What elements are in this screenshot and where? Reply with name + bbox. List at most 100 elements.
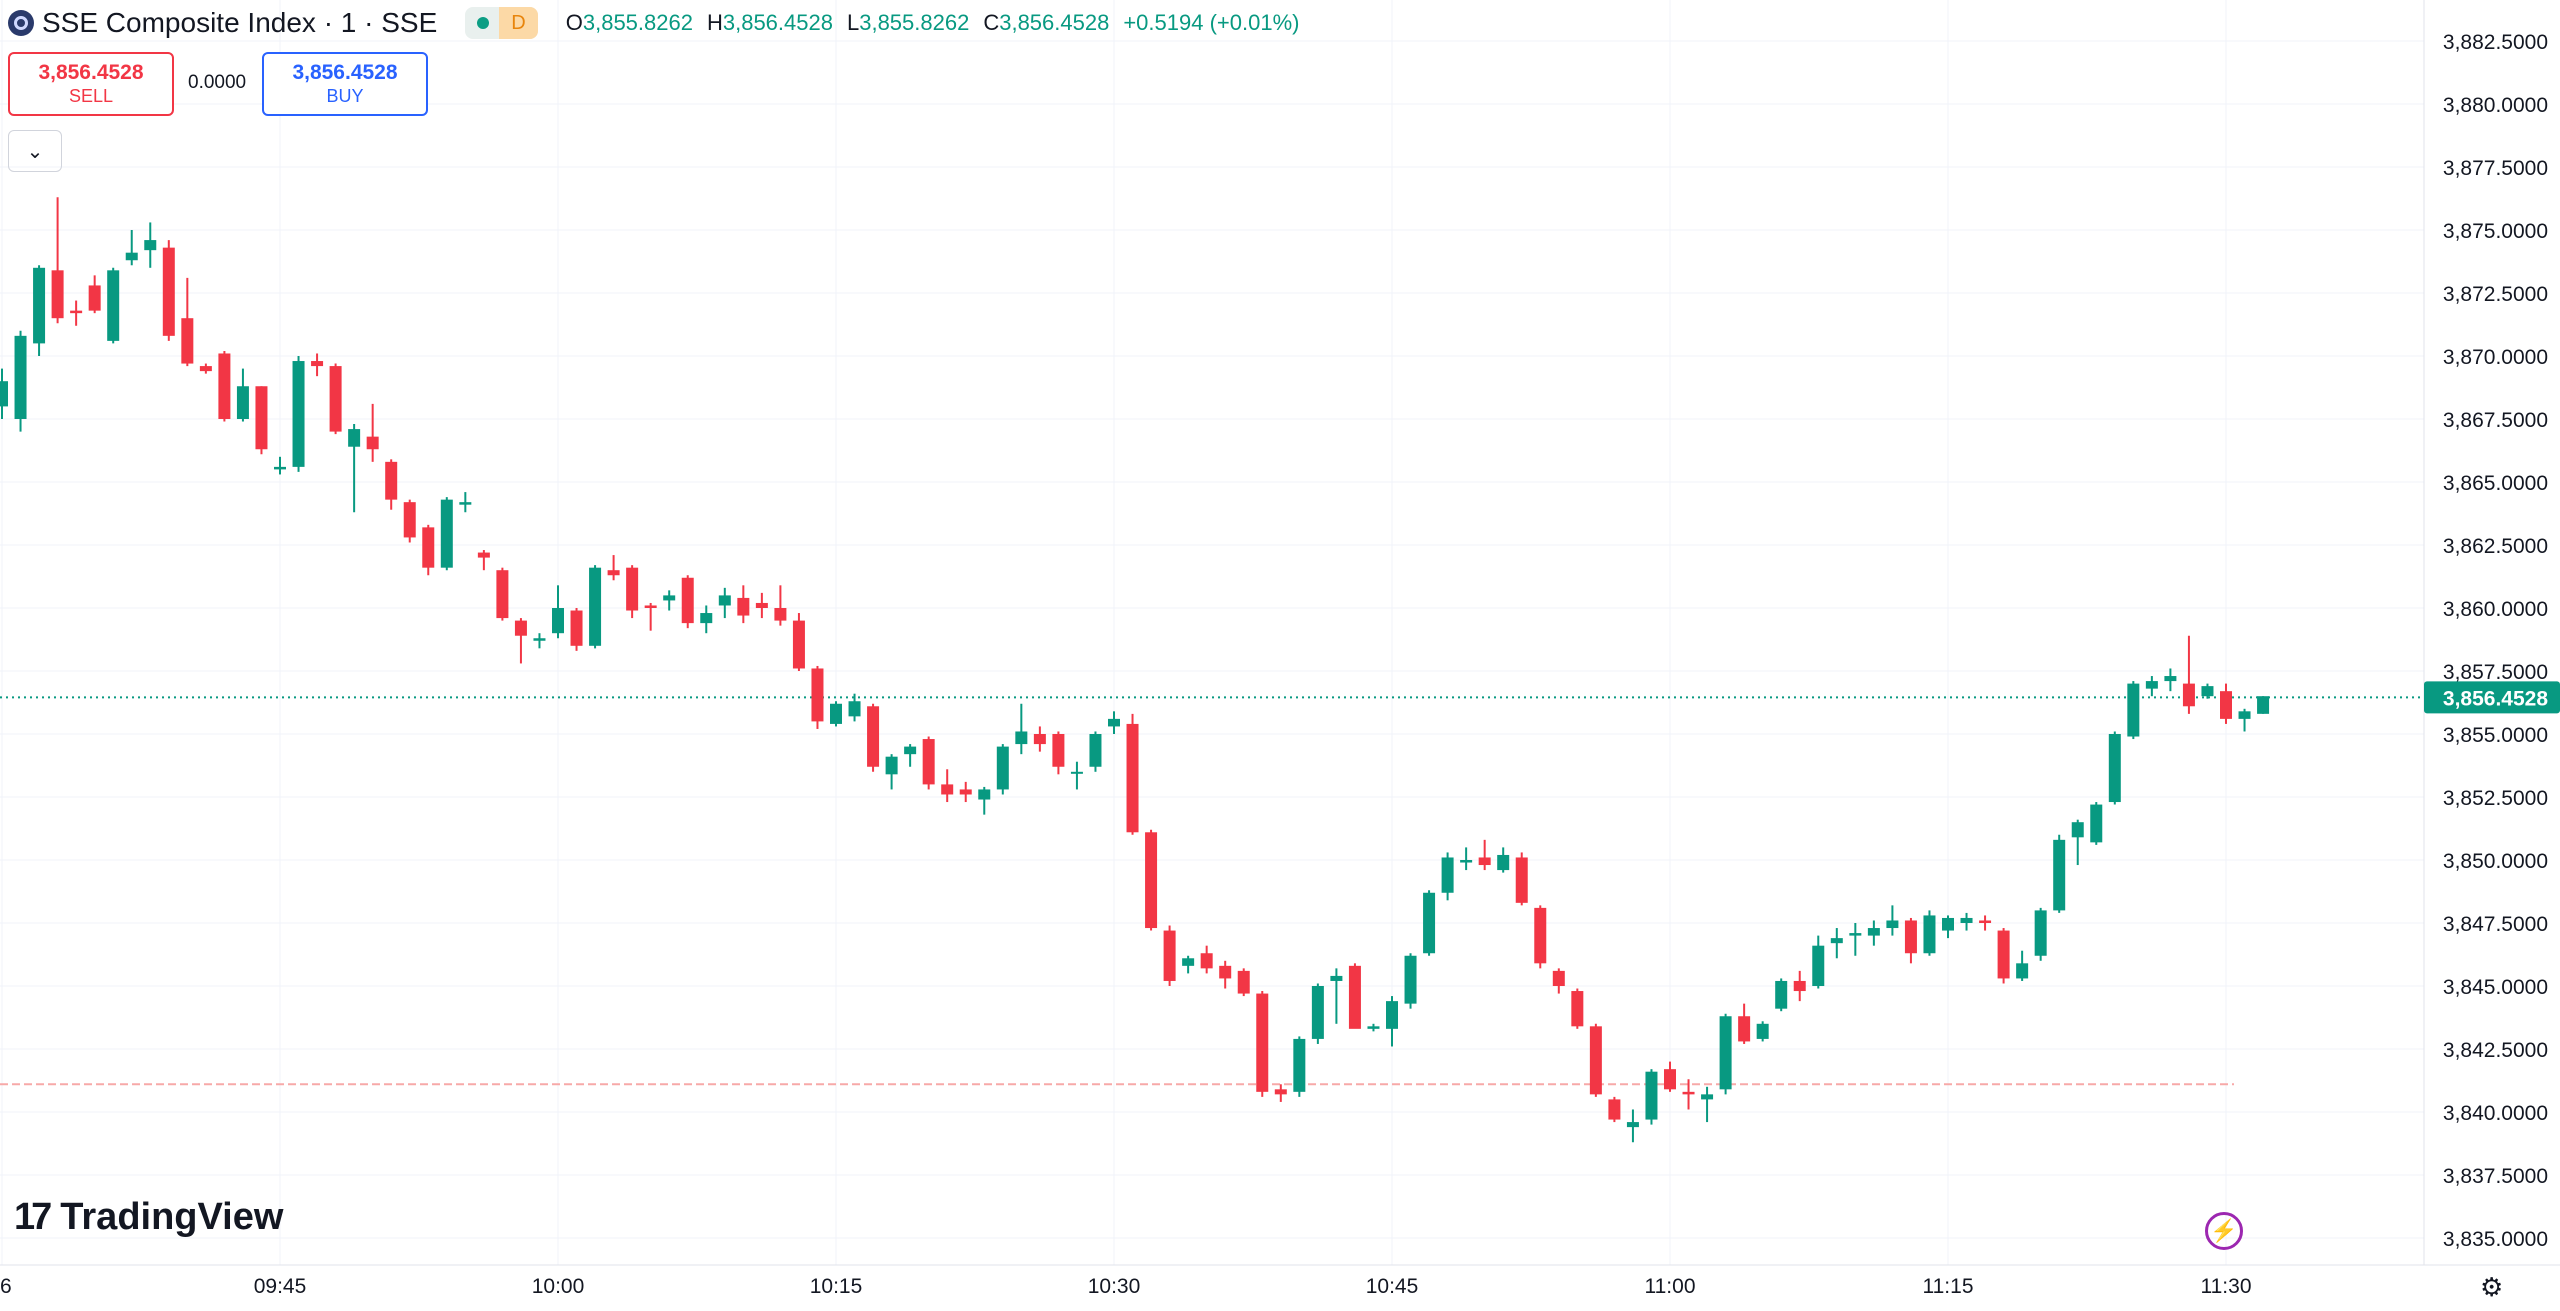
candle-body bbox=[922, 739, 935, 785]
candle-body bbox=[626, 567, 639, 611]
candle-body bbox=[959, 789, 972, 795]
candle-body bbox=[1756, 1023, 1769, 1039]
market-status[interactable]: D bbox=[465, 7, 538, 39]
candle-body bbox=[1812, 945, 1825, 986]
candle bbox=[199, 363, 212, 374]
candle bbox=[0, 368, 8, 419]
candle bbox=[107, 267, 120, 344]
candle-body bbox=[514, 620, 527, 636]
candle-body bbox=[311, 361, 324, 367]
candle-body bbox=[385, 461, 398, 500]
reference-lines bbox=[0, 696, 2424, 1086]
candle-body bbox=[1886, 920, 1899, 929]
candle bbox=[1145, 829, 1158, 931]
candle-body bbox=[1682, 1091, 1695, 1095]
candle-body bbox=[663, 595, 676, 601]
candle bbox=[830, 701, 842, 727]
candle-body bbox=[2257, 696, 2270, 714]
candles bbox=[0, 197, 2270, 1143]
sell-button[interactable]: 3,856.4528 SELL bbox=[8, 52, 174, 116]
high-label: H bbox=[706, 10, 723, 35]
candle bbox=[737, 585, 750, 624]
price-tick-label: 3,882.5000 bbox=[2443, 31, 2548, 54]
candle bbox=[1015, 703, 1028, 755]
candle-body bbox=[348, 429, 361, 447]
candle bbox=[2053, 834, 2066, 913]
candle-body bbox=[904, 746, 917, 755]
price-tick-label: 3,857.5000 bbox=[2443, 661, 2548, 684]
candle-body bbox=[1534, 907, 1547, 964]
candle bbox=[1626, 1109, 1639, 1143]
symbol-title[interactable]: SSE Composite Index · 1 · SSE bbox=[42, 7, 438, 38]
candle-body bbox=[1478, 857, 1491, 866]
current-price-label: 3,856.4528 bbox=[2443, 687, 2548, 710]
market-open-dot-icon bbox=[477, 17, 490, 29]
candle bbox=[366, 403, 379, 462]
candle-body bbox=[107, 270, 120, 341]
candle-body bbox=[459, 502, 472, 505]
candle-body bbox=[366, 436, 379, 450]
candle-body bbox=[1942, 917, 1954, 931]
buy-button[interactable]: 3,856.4528 BUY bbox=[262, 52, 428, 116]
candle-body bbox=[422, 527, 435, 568]
candle bbox=[922, 736, 935, 790]
candle bbox=[1237, 968, 1250, 997]
candle-body bbox=[2090, 804, 2103, 843]
candle bbox=[422, 524, 435, 576]
candle bbox=[459, 492, 472, 513]
tradingview-wordmark: TradingView bbox=[60, 1196, 284, 1238]
open-label: O bbox=[565, 10, 583, 35]
candle-body bbox=[144, 240, 157, 251]
time-tick-label: 09:45 bbox=[254, 1275, 307, 1298]
candle-body bbox=[1775, 980, 1788, 1009]
candle-body bbox=[329, 366, 342, 432]
candle-body bbox=[51, 270, 64, 319]
candle bbox=[1497, 847, 1510, 873]
price-tick-label: 3,875.0000 bbox=[2443, 220, 2548, 243]
candle-body bbox=[1015, 731, 1028, 745]
chevron-down-icon: ⌄ bbox=[26, 140, 44, 163]
candle bbox=[533, 633, 546, 649]
price-tick-label: 3,880.0000 bbox=[2443, 94, 2548, 117]
tradingview-mark: 17 bbox=[14, 1196, 52, 1238]
candle-body bbox=[996, 746, 1009, 790]
candle-body bbox=[1515, 857, 1528, 903]
candle bbox=[477, 550, 490, 571]
candle bbox=[162, 240, 175, 341]
candle-body bbox=[2238, 711, 2251, 719]
price-tick-label: 3,870.0000 bbox=[2443, 346, 2548, 369]
candle-body bbox=[811, 668, 824, 722]
candle-body bbox=[255, 386, 268, 450]
price-tick-label: 3,837.5000 bbox=[2443, 1165, 2548, 1188]
collapse-button[interactable]: ⌄ bbox=[8, 130, 62, 172]
sell-label: SELL bbox=[68, 86, 114, 106]
candle-body bbox=[1589, 1026, 1602, 1095]
grid bbox=[0, 0, 2424, 1265]
candle-body bbox=[403, 502, 416, 538]
candle-body bbox=[1997, 930, 2010, 979]
candle bbox=[941, 769, 954, 803]
lightning-icon[interactable]: ⚡ bbox=[2205, 1212, 2243, 1250]
candle-body bbox=[941, 784, 954, 795]
candle bbox=[70, 300, 83, 326]
price-tick-label: 3,867.5000 bbox=[2443, 409, 2548, 432]
candle-body bbox=[1738, 1016, 1751, 1042]
time-axis[interactable]: 6 09:45 10:00 10:15 10:30 10:45 11:00 11:15 11:3… bbox=[0, 1264, 2560, 1298]
delay-badge: D bbox=[499, 7, 538, 39]
candle bbox=[218, 350, 231, 422]
price-tick-label: 3,835.0000 bbox=[2443, 1228, 2548, 1251]
price-tick-label: 3,865.0000 bbox=[2443, 472, 2548, 495]
price-axis[interactable]: 3,882.5000 3,880.0000 3,877.5000 3,875.0000… bbox=[2423, 0, 2560, 1265]
candle-body bbox=[1571, 991, 1584, 1027]
candle-body bbox=[792, 620, 805, 669]
candle bbox=[144, 222, 157, 268]
gear-icon[interactable]: ⚙ bbox=[2480, 1272, 2504, 1302]
candle bbox=[904, 744, 917, 767]
candle bbox=[755, 592, 768, 619]
candle bbox=[1367, 1023, 1380, 1032]
candle-body bbox=[1108, 718, 1120, 727]
tradingview-logo[interactable]: 17 TradingView bbox=[14, 1196, 283, 1239]
candle bbox=[2182, 635, 2195, 714]
candle-body bbox=[2164, 676, 2177, 682]
